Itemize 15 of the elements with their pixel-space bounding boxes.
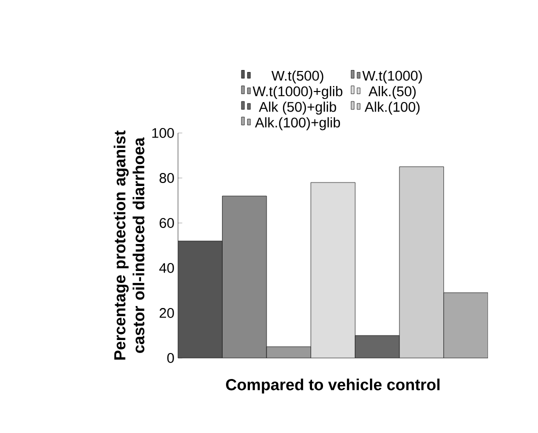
legend-label: Alk.(100) [364,102,420,115]
x-axis-title: Compared to vehicle control [226,378,440,394]
y-tick-label: 0 [167,353,174,363]
legend-label: Alk (50)+glib [258,102,336,115]
y-tick-label: 40 [159,263,174,273]
y-tick-label: 20 [160,308,174,318]
y-tick-label: 80 [160,173,174,183]
legend-label: W.t(1000) [362,70,422,84]
y-axis-title: Percentage protection aganist castor oil-induced diarrhoea [114,130,144,360]
legend-label: Alk.(100)+glib [254,117,340,130]
y-tick-label: 100 [152,128,174,138]
legend-label: Alk.(50) [368,86,416,100]
legend-label: W.t(1000)+glib [252,86,342,100]
y-tick-label: 60 [160,218,174,228]
legend-label: W.t(500) [271,70,324,84]
